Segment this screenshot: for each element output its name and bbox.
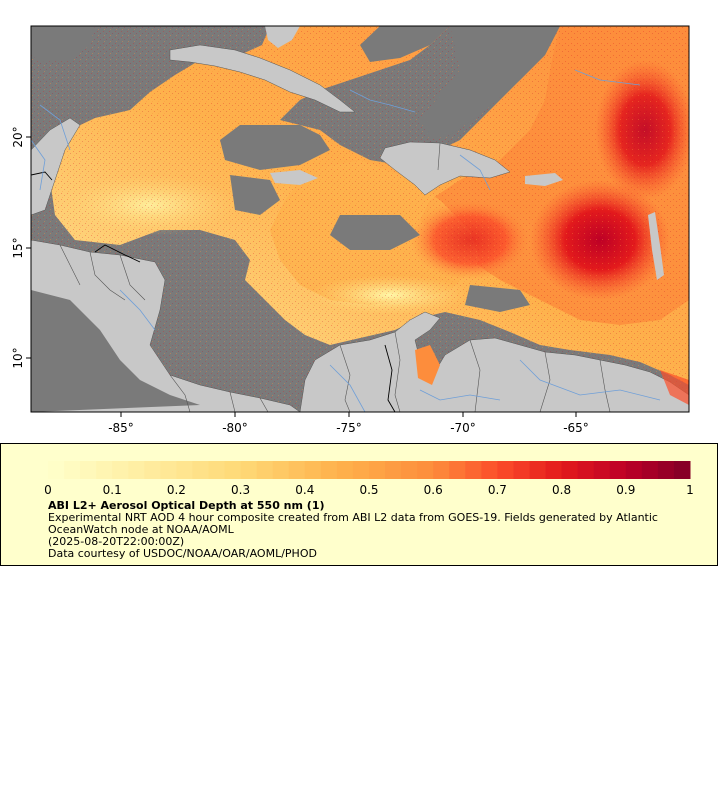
colorbar-cell [64, 461, 81, 479]
colorbar-cell [385, 461, 402, 479]
map-frame [30, 25, 690, 413]
colorbar-tick-label: 0.2 [167, 483, 186, 497]
lon-tick-label: -65° [563, 421, 589, 435]
colorbar-cell [449, 461, 466, 479]
colorbar-tick-label: 0 [44, 483, 52, 497]
colorbar-cell [272, 461, 290, 479]
legend-credit: Data courtesy of USDOC/NOAA/OAR/AOML/PHO… [48, 547, 317, 560]
aod-venezuela-coast [660, 370, 689, 405]
nodata-gap-3 [220, 125, 330, 170]
colorbar-cell [657, 461, 675, 479]
colorbar-cell [529, 461, 547, 479]
colorbar-cell [561, 461, 579, 479]
colorbar-cell [224, 461, 242, 479]
colorbar-cell [176, 461, 193, 479]
land-hispaniola [379, 141, 511, 196]
legend-description: Experimental NRT AOD 4 hour composite cr… [48, 511, 658, 536]
colorbar: 0 0.1 0.2 0.3 0.4 0.5 0.6 0.7 0.8 0.9 1 [44, 461, 694, 497]
colorbar-tick-label: 0.3 [231, 483, 250, 497]
colorbar-cell [673, 461, 691, 479]
colorbar-tick-label: 0.9 [616, 483, 635, 497]
colorbar-cell [513, 461, 530, 479]
lon-ticks [120, 412, 577, 417]
nodata-gap-2 [420, 26, 560, 140]
colorbar-cell [352, 461, 370, 479]
colorbar-tick-label: 0.8 [552, 483, 571, 497]
rivers [31, 69, 661, 412]
colorbar-cell [256, 461, 274, 479]
nodata-gap-4 [230, 175, 280, 215]
colorbar-cell [144, 461, 161, 479]
colorbar-tick-label: 0.6 [424, 483, 443, 497]
nodata-gap-1 [360, 26, 450, 62]
lon-tick-label: -80° [222, 421, 248, 435]
colorbar-cell [609, 461, 627, 479]
colorbar-cell [577, 461, 595, 479]
lat-ticks [26, 136, 31, 359]
legend-timestamp: (2025-08-20T22:00:00Z) [48, 535, 185, 548]
lon-tick-label: -75° [336, 421, 362, 435]
colorbar-cell [433, 461, 450, 479]
land-cuba [169, 44, 356, 113]
colorbar-cell [336, 461, 354, 479]
lat-tick-label: 15° [11, 237, 25, 258]
lon-tick-label: -70° [450, 421, 476, 435]
colorbar-cell [401, 461, 418, 479]
land-jamaica [270, 170, 318, 185]
colorbar-cell [320, 461, 338, 479]
colorbar-cell [96, 461, 113, 479]
colorbar-cell [240, 461, 258, 479]
colorbar-cell [80, 461, 97, 479]
colorbar-cell [465, 461, 482, 479]
national-boundary-dark [31, 171, 396, 412]
colorbar-cell [593, 461, 611, 479]
colorbar-tick-label: 0.5 [359, 483, 378, 497]
lon-tick-label: -85° [108, 421, 134, 435]
colorbar-cell [369, 461, 386, 479]
colorbar-cell [160, 461, 177, 479]
colorbar-cell [304, 461, 322, 479]
colorbar-cell [48, 461, 65, 479]
colorbar-cell [481, 461, 498, 479]
colorbar-cell [545, 461, 563, 479]
country-borders [59, 142, 611, 412]
colorbar-cell [497, 461, 514, 479]
aod-map: -85° -80° -75° -70° -65° 20° 15° 10° [11, 25, 690, 435]
legend-text: ABI L2+ Aerosol Optical Depth at 550 nm … [48, 500, 688, 560]
colorbar-cell [128, 461, 145, 479]
colorbar-cell [641, 461, 659, 479]
legend-title: ABI L2+ Aerosol Optical Depth at 550 nm … [48, 499, 325, 512]
colorbar-cell [112, 461, 129, 479]
lat-tick-label: 20° [11, 126, 25, 147]
nodata-gap-5 [330, 215, 420, 250]
colorbar-cell [417, 461, 434, 479]
colorbar-tick-label: 0.1 [103, 483, 122, 497]
legend-panel: 0 0.1 0.2 0.3 0.4 0.5 0.6 0.7 0.8 0.9 1 ABI L2+ Ae… [0, 443, 718, 566]
colorbar-cell [625, 461, 643, 479]
colorbar-cell [288, 461, 306, 479]
land-florida [265, 26, 300, 48]
nodata-gap-7 [31, 26, 95, 62]
colorbar-tick-label: 1 [686, 483, 694, 497]
land-lesser-antilles [648, 212, 664, 280]
lat-tick-label: 10° [11, 347, 25, 368]
nodata-gap-6 [465, 285, 530, 312]
nodata-gulf-fonseca [31, 290, 200, 412]
colorbar-tick-label: 0.7 [488, 483, 507, 497]
land-puerto-rico [525, 173, 563, 186]
colorbar-cells [48, 461, 691, 479]
colorbar-cell [192, 461, 209, 479]
aod-lake-maracaibo [415, 345, 440, 385]
colorbar-cell [208, 461, 226, 479]
colorbar-ticks: 0 0.1 0.2 0.3 0.4 0.5 0.6 0.7 0.8 0.9 1 [44, 483, 694, 497]
colorbar-tick-label: 0.4 [295, 483, 314, 497]
